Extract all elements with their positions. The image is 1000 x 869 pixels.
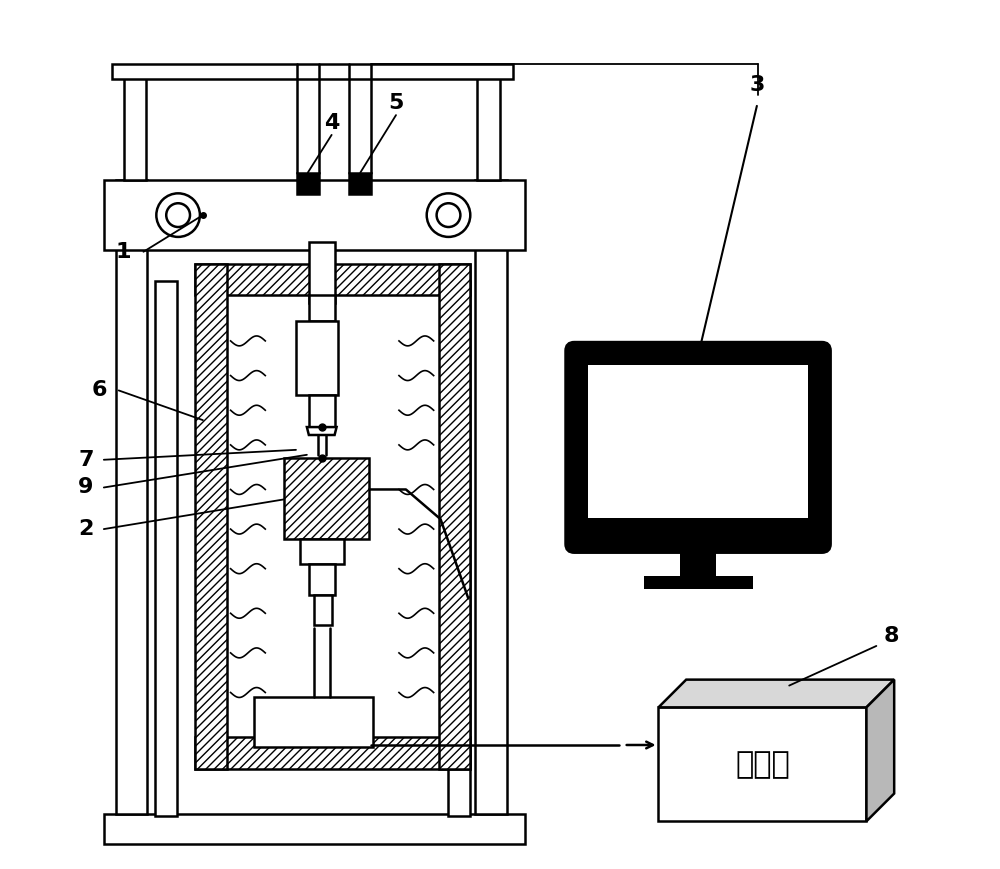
Bar: [658, 707, 866, 821]
Bar: [104, 814, 525, 844]
Bar: [284, 458, 369, 539]
Bar: [309, 564, 335, 595]
Polygon shape: [307, 427, 337, 435]
Bar: [104, 181, 525, 249]
Bar: [195, 263, 227, 769]
Text: 7: 7: [78, 450, 94, 470]
Bar: [300, 539, 344, 564]
Text: 1: 1: [116, 242, 131, 262]
Polygon shape: [658, 680, 894, 707]
Bar: [124, 74, 146, 181]
Bar: [475, 181, 507, 814]
Bar: [112, 63, 513, 79]
Bar: [116, 181, 147, 814]
Text: 5: 5: [388, 93, 404, 113]
Bar: [477, 74, 500, 181]
Text: 2: 2: [78, 519, 94, 539]
Text: 3: 3: [750, 76, 765, 96]
Bar: [296, 322, 338, 395]
Bar: [309, 295, 335, 322]
Bar: [644, 575, 753, 589]
Bar: [195, 737, 470, 769]
Bar: [309, 242, 335, 303]
Bar: [195, 263, 470, 295]
Text: 8: 8: [883, 626, 899, 646]
Bar: [680, 544, 716, 575]
Bar: [155, 282, 177, 816]
Bar: [448, 282, 470, 816]
Polygon shape: [866, 680, 894, 821]
Text: 6: 6: [91, 381, 107, 401]
Text: 9: 9: [78, 477, 94, 497]
Bar: [439, 263, 470, 769]
Text: 温控筱: 温控筱: [735, 750, 790, 779]
Bar: [314, 595, 332, 625]
Bar: [588, 365, 808, 518]
Bar: [254, 698, 373, 747]
Bar: [309, 395, 335, 427]
FancyBboxPatch shape: [566, 343, 830, 552]
Bar: [227, 295, 439, 737]
Bar: [297, 173, 319, 195]
Text: 4: 4: [324, 113, 339, 133]
Bar: [349, 173, 371, 195]
